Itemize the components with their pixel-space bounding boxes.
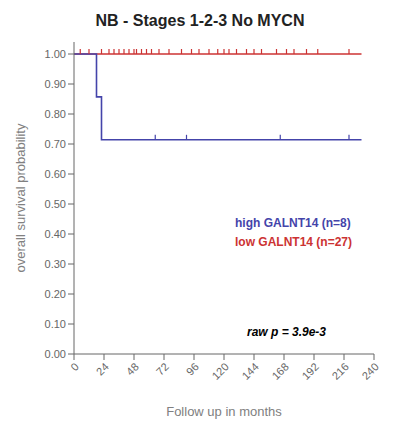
svg-text:216: 216: [329, 360, 350, 381]
svg-text:0.40: 0.40: [45, 228, 66, 240]
svg-text:0.30: 0.30: [45, 258, 66, 270]
svg-text:168: 168: [269, 360, 290, 381]
svg-text:96: 96: [184, 360, 201, 377]
svg-text:0.20: 0.20: [45, 288, 66, 300]
svg-text:0.10: 0.10: [45, 318, 66, 330]
svg-text:0.50: 0.50: [45, 198, 66, 210]
svg-text:overall survival probability: overall survival probability: [13, 123, 28, 272]
svg-text:24: 24: [94, 360, 111, 377]
svg-text:240: 240: [359, 360, 380, 381]
svg-text:high GALNT14 (n=8): high GALNT14 (n=8): [235, 216, 351, 230]
svg-text:raw p = 3.9e-3: raw p = 3.9e-3: [247, 325, 326, 339]
svg-text:0: 0: [68, 360, 81, 373]
svg-text:0.80: 0.80: [45, 108, 66, 120]
html-text:NB - Stages 1-2-3 No MYCN: NB - Stages 1-2-3 No MYCN: [95, 12, 305, 29]
svg-text:120: 120: [209, 360, 230, 381]
svg-text:0.90: 0.90: [45, 78, 66, 90]
svg-text:0.00: 0.00: [45, 348, 66, 360]
svg-text:Follow up in months: Follow up in months: [166, 404, 282, 419]
svg-text:low GALNT14 (n=27): low GALNT14 (n=27): [235, 235, 352, 249]
svg-text:48: 48: [124, 360, 141, 377]
svg-text:1.00: 1.00: [45, 48, 66, 60]
svg-text:192: 192: [299, 360, 320, 381]
svg-text:0.70: 0.70: [45, 138, 66, 150]
svg-text:0.60: 0.60: [45, 168, 66, 180]
svg-text:72: 72: [154, 360, 171, 377]
svg-text:144: 144: [239, 360, 260, 381]
